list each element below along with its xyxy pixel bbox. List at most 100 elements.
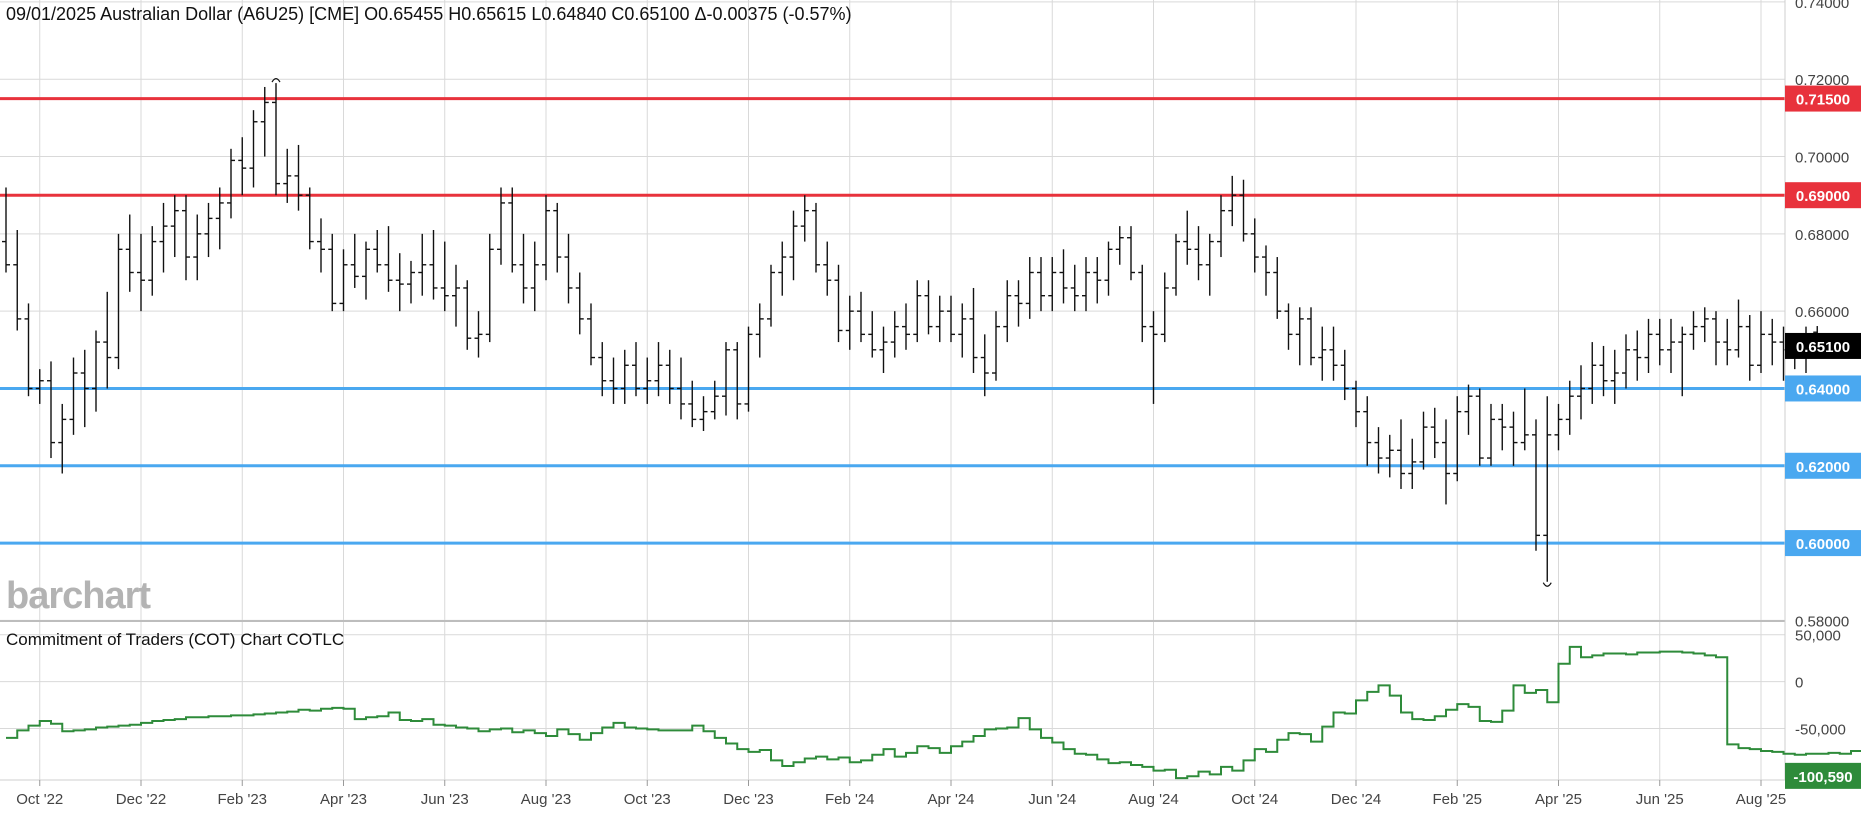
support-badge-label: 0.64000 [1796,381,1850,398]
ohlc-bar [339,249,348,312]
ohlc-bar [744,326,753,412]
ohlc-bar [80,349,89,428]
ohlc-bar [1509,411,1518,466]
x-tick-label: Oct '24 [1231,791,1278,808]
ohlc-bar [1655,318,1664,366]
ohlc-bar [845,295,854,350]
ohlc-bar [1689,311,1698,350]
ohlc-bar [620,349,629,404]
support-badge: 0.62000 [1785,452,1861,479]
ohlc-bar [215,187,224,250]
support-badge-label: 0.60000 [1796,536,1850,553]
ohlc-bar [1745,315,1754,381]
ohlc-bar [1520,388,1529,451]
cot-tick-label: 0 [1795,675,1803,692]
support-badge: 0.64000 [1785,375,1861,402]
ohlc-bar [1667,318,1675,374]
resistance-badge-box [1785,182,1861,209]
ohlc-bar [1093,257,1102,304]
ohlc-bar [913,280,922,343]
ohlc-bar [227,148,235,219]
ohlc-bar [1059,249,1068,304]
price-tick-label: 0.58000 [1795,613,1849,630]
ohlc-bar [58,403,67,474]
ohlc-bar [463,280,472,350]
ohlc-bar [530,241,539,312]
x-tick-label: Aug '24 [1128,791,1178,808]
ohlc-bar [767,264,775,327]
ohlc-bar [1363,396,1372,466]
ohlc-bar [1262,245,1270,296]
ohlc-bar [204,202,213,258]
price-tick-label: 0.70000 [1795,150,1849,167]
ohlc-bar [1453,396,1462,482]
ohlc-bar [1475,388,1484,466]
ohlc-bar [857,291,865,343]
cot-last-badge-box [1785,762,1861,789]
price-tick-label: 0.74000 [1795,0,1849,12]
ohlc-bar [1577,365,1585,420]
ohlc-bar [418,233,427,296]
ohlc-bar [1172,233,1180,296]
ohlc-bar [474,311,483,358]
ohlc-bar [1644,318,1653,374]
ohlc-bar [159,202,168,273]
ohlc-bar [1599,345,1608,397]
ohlc-bar [1003,280,1012,343]
ohlc-bar [485,233,494,343]
ohlc-bar [1610,349,1619,404]
ohlc-bar [980,334,989,397]
ohlc-bar [1723,318,1732,366]
ohlc-bar [935,295,944,343]
ohlc-bar [1734,299,1743,358]
x-tick-label: Oct '23 [624,791,671,808]
ohlc-bar [13,229,22,331]
ohlc-bar [1543,396,1552,582]
x-tick-label: Oct '22 [16,791,63,808]
ohlc-bar [969,287,978,374]
ohlc-bar [1430,407,1439,459]
ohlc-bar [1633,330,1642,381]
ohlc-bar [1768,318,1777,366]
ohlc-bar [350,233,359,288]
cot-series-line [6,645,1861,780]
x-tick-label: Jun '25 [1636,791,1684,808]
ohlc-bar [1622,334,1630,389]
ohlc-bar [1025,257,1034,319]
ohlc-bar [1138,264,1147,343]
ohlc-bar [800,195,809,242]
ohlc-bar [1757,311,1765,374]
ohlc-bar [1442,419,1450,505]
ohlc-bar [643,357,652,404]
ohlc-bar [1228,175,1237,227]
ohlc-bar [103,291,112,389]
cot-tick-label: -50,000 [1795,721,1846,738]
ohlc-bar [992,311,1000,381]
resistance-badge-label: 0.71500 [1796,92,1850,109]
ohlc-bar [395,253,404,312]
ohlc-bar [508,187,517,273]
ohlc-bar [902,303,910,350]
ohlc-bar [958,303,967,358]
resistance-badge-label: 0.69000 [1796,188,1850,205]
x-tick-label: Apr '24 [927,791,974,808]
ohlc-bar [598,342,607,397]
chart-title: 09/01/2025 Australian Dollar (A6U25) [CM… [6,4,852,24]
ohlc-bar [1194,226,1203,281]
ohlc-bar [384,226,393,292]
ohlc-bar [114,233,123,370]
cot-title: Commitment of Traders (COT) Chart COTLC [6,630,344,649]
last-price-badge-label: 0.65100 [1796,339,1850,356]
ohlc-bar [564,233,573,304]
ohlc-bar [249,110,258,188]
x-tick-label: Feb '25 [1432,791,1482,808]
ohlc-bar [575,272,584,335]
low-marker [1542,582,1552,587]
ohlc-bar [1340,349,1349,401]
x-tick-label: Apr '23 [320,791,367,808]
ohlc-bar [1487,403,1495,466]
ohlc-bar [1352,380,1360,428]
ohlc-bar [688,380,697,428]
price-tick-label: 0.72000 [1795,72,1849,89]
